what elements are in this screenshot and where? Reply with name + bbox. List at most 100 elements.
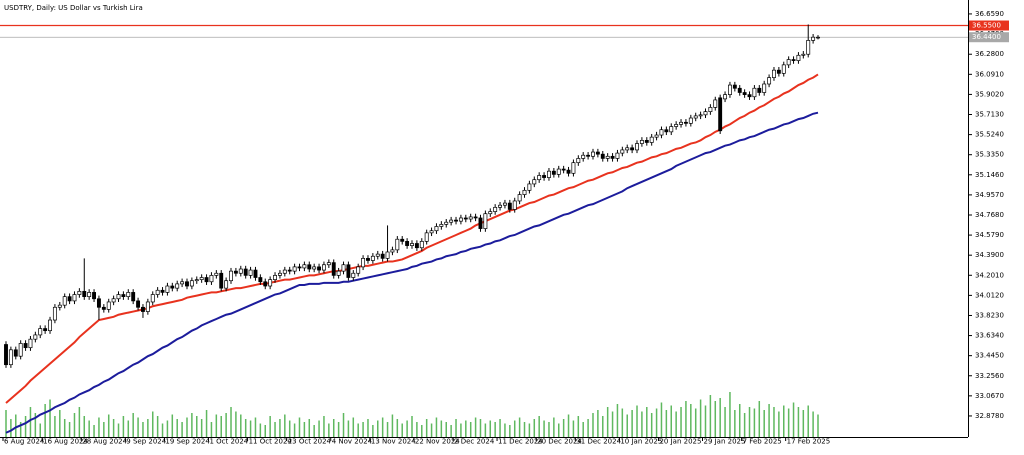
volume-bar: [254, 417, 257, 437]
candle-body: [434, 226, 439, 232]
candle-body: [595, 151, 600, 155]
volume-bar: [210, 422, 213, 437]
volume-bar: [719, 398, 721, 437]
volume-bar: [660, 402, 663, 437]
volume-bar: [474, 417, 477, 437]
candle-body: [772, 69, 776, 78]
volume-bar: [616, 404, 619, 437]
candle-body: [669, 126, 674, 133]
volume-bar: [753, 408, 756, 437]
candle-body: [126, 292, 131, 297]
volume-bar: [122, 416, 125, 437]
candle-body: [28, 338, 33, 349]
volume-bar: [778, 411, 780, 437]
volume-bar: [337, 422, 340, 437]
candle-body: [18, 343, 23, 357]
volume-bar: [98, 417, 100, 437]
y-tick-label: 35.5240: [975, 131, 1004, 139]
candle-body: [424, 232, 429, 242]
volume-bar: [73, 413, 76, 437]
volume-bar: [655, 408, 658, 437]
candle-body: [170, 285, 175, 289]
candle-body: [258, 277, 263, 283]
volume-bar: [685, 401, 687, 437]
volume-bar: [78, 407, 81, 437]
volume-bar: [313, 425, 315, 437]
volume-bar: [44, 404, 46, 437]
candle-body: [322, 264, 326, 271]
x-tick-label: 10 Jan 2025: [620, 438, 662, 446]
candle-body: [23, 343, 28, 349]
volume-bar: [812, 411, 814, 437]
candle-body: [96, 298, 101, 308]
volume-bar: [83, 416, 86, 437]
volume-bar: [205, 410, 208, 437]
candle-body: [43, 328, 48, 332]
volume-bar: [406, 420, 408, 437]
y-tick-label: 35.3350: [975, 151, 1004, 159]
volume-bar: [132, 413, 134, 437]
volume-bar: [416, 422, 418, 437]
volume-bar: [332, 419, 335, 437]
volume-bar: [372, 425, 374, 437]
volume-bar: [161, 423, 164, 437]
volume-bar: [196, 416, 198, 437]
x-tick-label: 11 Dec 2024: [498, 438, 543, 446]
candle-body: [786, 59, 791, 66]
volume-bar: [489, 420, 492, 437]
volume-bar: [39, 423, 41, 437]
candle-body: [180, 281, 185, 285]
candle-body: [287, 269, 292, 272]
volume-bar: [783, 405, 785, 437]
candle-body: [141, 306, 145, 312]
candle-body: [292, 266, 297, 272]
volume-bar: [631, 410, 633, 437]
volume-bar: [802, 410, 805, 437]
candle-body: [380, 253, 385, 259]
candle-body: [718, 97, 723, 132]
volume-bar: [479, 419, 482, 437]
candle-body: [732, 84, 737, 89]
candle-body: [547, 170, 551, 178]
volume-bar: [284, 414, 286, 437]
candle-body: [87, 292, 92, 297]
volume-bar: [225, 413, 227, 437]
candle-body: [463, 217, 468, 220]
y-tick-label: 35.9020: [975, 90, 1004, 98]
volume-bar: [156, 416, 159, 437]
volume-bar: [587, 419, 589, 437]
candle-body: [781, 64, 786, 74]
volume-bar: [230, 407, 232, 437]
candle-body: [654, 134, 659, 138]
volume-bar: [244, 419, 247, 437]
volume-bar: [533, 419, 536, 437]
price-level-box: [969, 20, 1009, 31]
candle-body: [185, 281, 189, 287]
y-tick-label: 35.1460: [975, 171, 1004, 179]
candle-body: [698, 114, 703, 117]
y-tick-label: 36.2800: [975, 50, 1004, 58]
volume-bar: [445, 422, 447, 437]
y-tick-label: 34.5790: [975, 231, 1004, 239]
volume-bar: [773, 407, 775, 437]
y-tick-label: 35.7130: [975, 111, 1004, 119]
x-tick-label: 6 Aug 2024: [4, 438, 45, 446]
candle-body: [625, 147, 630, 151]
volume-bar: [430, 423, 433, 437]
y-tick-label: 36.6590: [975, 10, 1004, 18]
volume-bar: [381, 417, 384, 437]
candle-body: [512, 200, 517, 210]
candle-body: [639, 140, 644, 144]
volume-bar: [68, 422, 71, 437]
volume-bar: [690, 404, 692, 437]
candle-body: [92, 292, 96, 300]
candle-body: [502, 202, 507, 206]
volume-bar: [367, 419, 369, 437]
volume-bar: [249, 420, 252, 437]
candle-body: [703, 111, 708, 116]
volume-bar: [127, 420, 130, 437]
candle-body: [101, 306, 106, 310]
volume-bar: [200, 419, 203, 437]
x-tick-label: 20 Jan 2025: [659, 438, 701, 446]
candle-body: [131, 292, 136, 302]
